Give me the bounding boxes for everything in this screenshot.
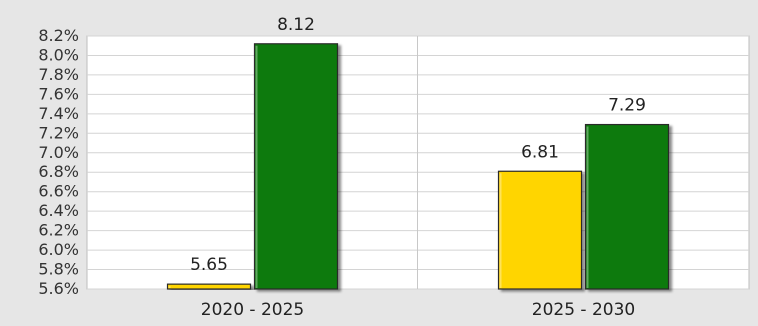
data-label: 6.81 xyxy=(521,142,559,162)
bar xyxy=(497,170,583,290)
y-tick-label: 5.6% xyxy=(38,279,79,298)
x-axis-categories: 2020 - 2025 2025 - 2030 xyxy=(201,300,635,320)
y-tick-label: 6.6% xyxy=(38,182,79,201)
y-tick-label: 7.0% xyxy=(38,143,79,162)
y-tick-label: 6.2% xyxy=(38,221,79,240)
y-axis-ticks: 5.6%5.8%6.0%6.2%6.4%6.6%6.8%7.0%7.2%7.4%… xyxy=(38,26,79,298)
y-tick-label: 6.4% xyxy=(38,201,79,220)
bars xyxy=(166,43,670,290)
y-tick-label: 5.8% xyxy=(38,260,79,279)
data-label: 7.29 xyxy=(608,96,646,116)
x-category-label: 2020 - 2025 xyxy=(201,300,304,320)
y-tick-label: 8.0% xyxy=(38,45,79,64)
y-tick-label: 7.6% xyxy=(38,84,79,103)
y-tick-label: 8.2% xyxy=(38,26,79,45)
bar xyxy=(166,283,252,290)
x-category-label: 2025 - 2030 xyxy=(532,300,635,320)
data-label: 5.65 xyxy=(190,255,228,275)
bar xyxy=(253,43,339,290)
data-labels: 5.65 8.12 6.81 7.29 xyxy=(190,15,646,275)
bar xyxy=(584,123,670,290)
y-tick-label: 7.2% xyxy=(38,123,79,142)
data-label: 8.12 xyxy=(277,15,315,35)
y-tick-label: 7.8% xyxy=(38,65,79,84)
y-tick-label: 7.4% xyxy=(38,104,79,123)
y-tick-label: 6.8% xyxy=(38,162,79,181)
y-tick-label: 6.0% xyxy=(38,240,79,259)
